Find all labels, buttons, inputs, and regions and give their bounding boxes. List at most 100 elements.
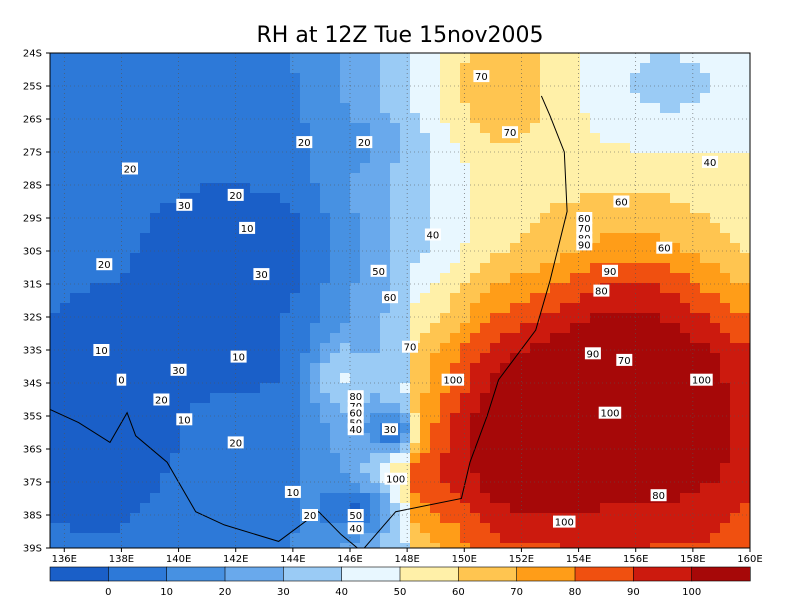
- field-cell: [680, 73, 691, 84]
- field-cell: [580, 273, 591, 284]
- field-cell: [260, 203, 271, 214]
- field-cell: [150, 413, 161, 424]
- field-cell: [620, 273, 631, 284]
- field-cell: [720, 343, 731, 354]
- field-cell: [720, 53, 731, 64]
- field-cell: [270, 73, 281, 84]
- field-cell: [550, 113, 561, 124]
- field-cell: [220, 153, 231, 164]
- field-cell: [380, 443, 391, 454]
- field-cell: [500, 303, 511, 314]
- field-cell: [720, 523, 731, 534]
- field-cell: [530, 463, 541, 474]
- field-cell: [520, 193, 531, 204]
- contour-label-bg: [593, 284, 610, 297]
- field-cell: [700, 183, 711, 194]
- field-cell: [710, 133, 721, 144]
- field-cell: [600, 133, 611, 144]
- field-cell: [680, 133, 691, 144]
- contour-label-bg: [93, 344, 110, 356]
- field-cell: [510, 473, 521, 484]
- field-cell: [50, 193, 61, 204]
- field-cell: [300, 373, 311, 384]
- field-cell: [140, 443, 151, 454]
- field-cell: [540, 183, 551, 194]
- field-cell: [200, 423, 211, 434]
- field-cell: [110, 463, 121, 474]
- field-cell: [410, 203, 421, 214]
- field-cell: [80, 103, 91, 114]
- field-cell: [670, 253, 681, 264]
- field-cell: [660, 113, 671, 124]
- field-cell: [380, 213, 391, 224]
- field-cell: [500, 273, 511, 284]
- field-cell: [170, 483, 181, 494]
- field-cell: [620, 433, 631, 444]
- field-cell: [630, 523, 641, 534]
- field-cell: [650, 233, 661, 244]
- field-cell: [380, 333, 391, 344]
- field-cell: [180, 133, 191, 144]
- field-cell: [180, 513, 191, 524]
- field-cell: [710, 173, 721, 184]
- field-cell: [420, 273, 431, 284]
- field-cell: [460, 433, 471, 444]
- field-cell: [480, 393, 491, 404]
- field-cell: [320, 233, 331, 244]
- field-cell: [460, 163, 471, 174]
- field-cell: [350, 253, 361, 264]
- field-cell: [70, 523, 81, 534]
- contour-label: 90: [584, 347, 601, 360]
- field-cell: [680, 53, 691, 64]
- field-cell: [420, 303, 431, 314]
- field-cell: [740, 363, 750, 374]
- field-cell: [550, 223, 561, 234]
- field-cell: [550, 213, 561, 224]
- field-cell: [170, 113, 181, 124]
- field-cell: [290, 533, 301, 544]
- field-cell: [140, 213, 151, 224]
- field-cell: [220, 363, 231, 374]
- field-cell: [470, 243, 481, 254]
- field-cell: [180, 533, 191, 544]
- field-cell: [210, 463, 221, 474]
- field-cell: [190, 543, 201, 548]
- field-cell: [210, 303, 221, 314]
- field-cell: [560, 83, 571, 94]
- field-cell: [450, 543, 461, 548]
- field-cell: [210, 293, 221, 304]
- field-cell: [340, 483, 351, 494]
- field-cell: [50, 253, 61, 264]
- field-cell: [80, 473, 91, 484]
- field-cell: [690, 483, 701, 494]
- field-cell: [110, 283, 121, 294]
- field-cell: [150, 483, 161, 494]
- field-cell: [630, 403, 641, 414]
- field-cell: [240, 373, 251, 384]
- field-cell: [320, 453, 331, 464]
- field-cell: [740, 93, 750, 104]
- field-cell: [340, 493, 351, 504]
- y-tick-label: 32S: [23, 313, 42, 324]
- field-cell: [270, 153, 281, 164]
- field-cell: [360, 483, 371, 494]
- field-cell: [460, 213, 471, 224]
- field-cell: [730, 353, 741, 364]
- field-cell: [440, 313, 451, 324]
- field-cell: [510, 403, 521, 414]
- field-cell: [250, 193, 261, 204]
- field-cell: [400, 373, 411, 384]
- field-cell: [120, 83, 131, 94]
- field-cell: [250, 183, 261, 194]
- field-cell: [250, 73, 261, 84]
- field-cell: [250, 113, 261, 124]
- field-cell: [580, 503, 591, 514]
- field-cell: [150, 383, 161, 394]
- field-cell: [280, 133, 291, 144]
- field-cell: [150, 113, 161, 124]
- field-cell: [60, 433, 71, 444]
- field-cell: [370, 123, 381, 134]
- field-cell: [600, 443, 611, 454]
- field-cell: [330, 373, 341, 384]
- field-cell: [360, 453, 371, 464]
